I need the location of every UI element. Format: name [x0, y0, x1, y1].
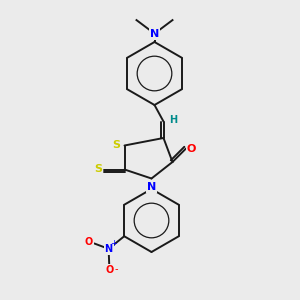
Text: O: O — [187, 143, 196, 154]
Text: H: H — [169, 115, 177, 125]
Text: S: S — [94, 164, 102, 175]
Text: -: - — [114, 264, 118, 274]
Text: N: N — [150, 28, 159, 39]
Text: O: O — [105, 266, 113, 275]
Text: +: + — [111, 239, 118, 248]
Text: O: O — [85, 237, 93, 247]
Text: S: S — [112, 140, 120, 151]
Text: N: N — [147, 182, 156, 192]
Text: N: N — [105, 244, 113, 254]
